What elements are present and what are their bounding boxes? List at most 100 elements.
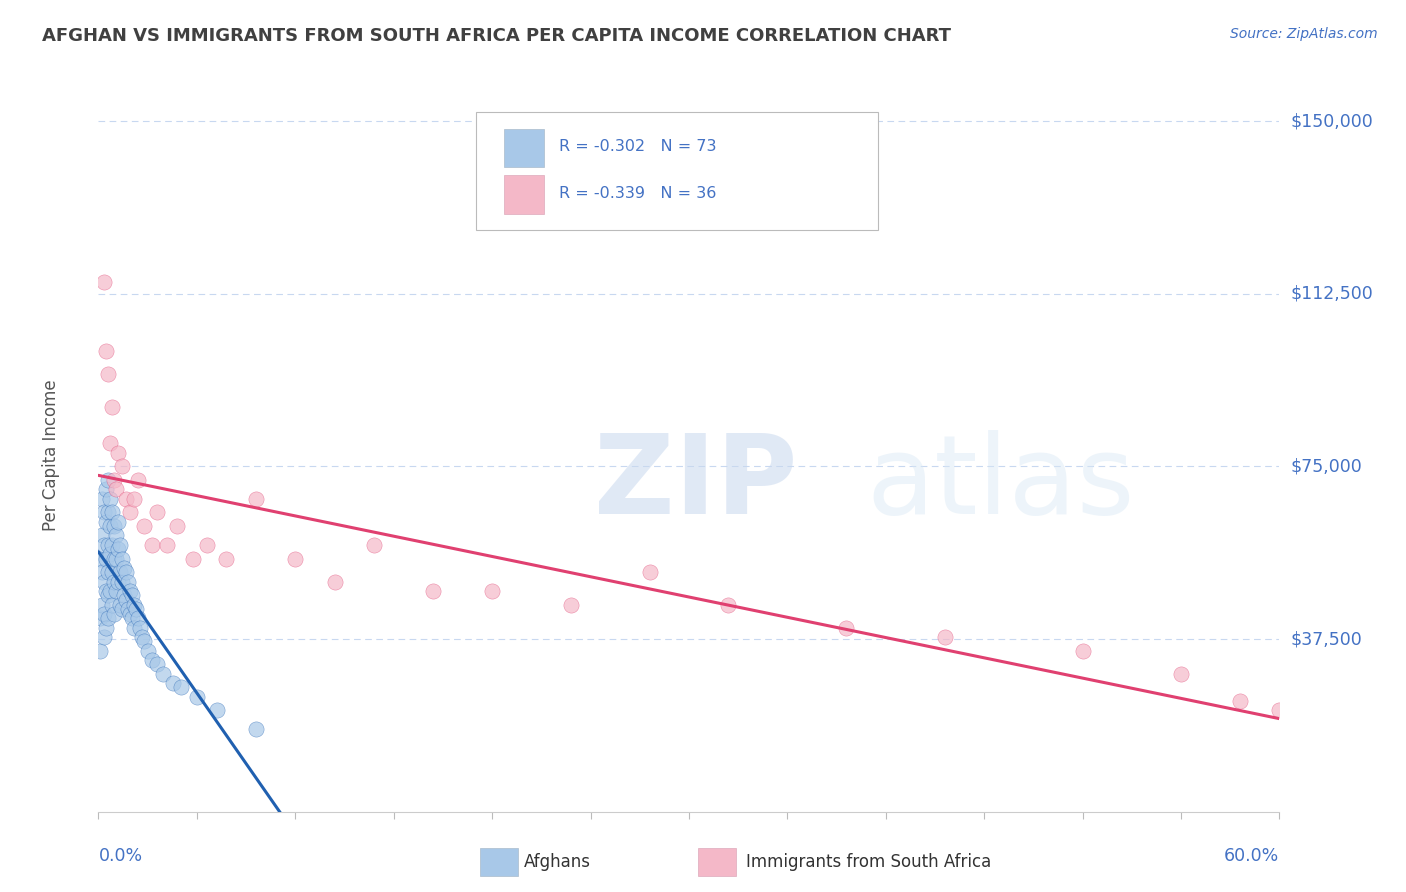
Point	[170, 681, 193, 695]
Point	[96, 344, 118, 359]
Point	[97, 538, 120, 552]
Point	[481, 583, 503, 598]
Point	[96, 515, 118, 529]
Point	[96, 583, 118, 598]
Point	[98, 547, 121, 561]
Point	[107, 445, 129, 459]
Point	[146, 506, 169, 520]
Point	[101, 538, 124, 552]
Point	[107, 515, 129, 529]
Point	[96, 621, 118, 635]
Text: Source: ZipAtlas.com: Source: ZipAtlas.com	[1230, 27, 1378, 41]
Point	[93, 506, 115, 520]
Point	[111, 459, 134, 474]
Point	[136, 643, 159, 657]
Point	[1071, 643, 1094, 657]
Point	[146, 657, 169, 672]
Point	[91, 491, 114, 506]
Text: R = -0.339   N = 36: R = -0.339 N = 36	[560, 186, 717, 201]
Point	[93, 574, 115, 589]
Point	[422, 583, 444, 598]
Point	[96, 483, 118, 497]
Point	[195, 538, 218, 552]
Point	[131, 630, 153, 644]
FancyBboxPatch shape	[479, 848, 517, 876]
Point	[98, 436, 121, 450]
Text: $75,000: $75,000	[1291, 458, 1362, 475]
Point	[121, 588, 143, 602]
Point	[181, 551, 204, 566]
Point	[152, 666, 174, 681]
Point	[111, 551, 134, 566]
Point	[127, 611, 149, 625]
Point	[115, 491, 138, 506]
Point	[1170, 666, 1192, 681]
Text: $112,500: $112,500	[1291, 285, 1374, 302]
Point	[132, 634, 155, 648]
Text: $37,500: $37,500	[1291, 630, 1362, 648]
Point	[118, 583, 141, 598]
Point	[91, 566, 114, 580]
Point	[363, 538, 385, 552]
Point	[118, 506, 141, 520]
Point	[215, 551, 238, 566]
Point	[245, 722, 267, 736]
Point	[97, 566, 120, 580]
Point	[103, 607, 125, 621]
Point	[112, 560, 135, 574]
Point	[141, 538, 163, 552]
Point	[103, 473, 125, 487]
Point	[717, 598, 740, 612]
Point	[98, 491, 121, 506]
Point	[89, 611, 111, 625]
Point	[101, 506, 124, 520]
Point	[97, 611, 120, 625]
Point	[103, 574, 125, 589]
Point	[105, 583, 128, 598]
Point	[98, 519, 121, 533]
Point	[96, 551, 118, 566]
Point	[186, 690, 208, 704]
Point	[111, 602, 134, 616]
Point	[127, 473, 149, 487]
Text: 0.0%: 0.0%	[98, 847, 142, 865]
Point	[108, 598, 131, 612]
Text: R = -0.302   N = 73: R = -0.302 N = 73	[560, 139, 717, 154]
Point	[156, 538, 179, 552]
Point	[162, 675, 184, 690]
Point	[105, 483, 128, 497]
Text: Per Capita Income: Per Capita Income	[42, 379, 60, 531]
Point	[98, 583, 121, 598]
Point	[118, 607, 141, 621]
Text: Afghans: Afghans	[523, 853, 591, 871]
Point	[121, 611, 143, 625]
Point	[103, 551, 125, 566]
Point	[1229, 694, 1251, 708]
Point	[112, 588, 135, 602]
Point	[108, 538, 131, 552]
Point	[93, 275, 115, 289]
Point	[97, 588, 120, 602]
Point	[835, 621, 858, 635]
Point	[105, 551, 128, 566]
Point	[128, 621, 150, 635]
Point	[101, 566, 124, 580]
Point	[91, 528, 114, 542]
Point	[117, 602, 139, 616]
Point	[117, 574, 139, 589]
Point	[141, 653, 163, 667]
Text: AFGHAN VS IMMIGRANTS FROM SOUTH AFRICA PER CAPITA INCOME CORRELATION CHART: AFGHAN VS IMMIGRANTS FROM SOUTH AFRICA P…	[42, 27, 952, 45]
Point	[107, 574, 129, 589]
Point	[97, 368, 120, 382]
Point	[115, 566, 138, 580]
Point	[934, 630, 956, 644]
Point	[91, 598, 114, 612]
Point	[323, 574, 346, 589]
Point	[89, 643, 111, 657]
Point	[108, 566, 131, 580]
Point	[245, 491, 267, 506]
Text: ZIP: ZIP	[595, 430, 797, 537]
Point	[103, 519, 125, 533]
Point	[132, 519, 155, 533]
Point	[97, 506, 120, 520]
